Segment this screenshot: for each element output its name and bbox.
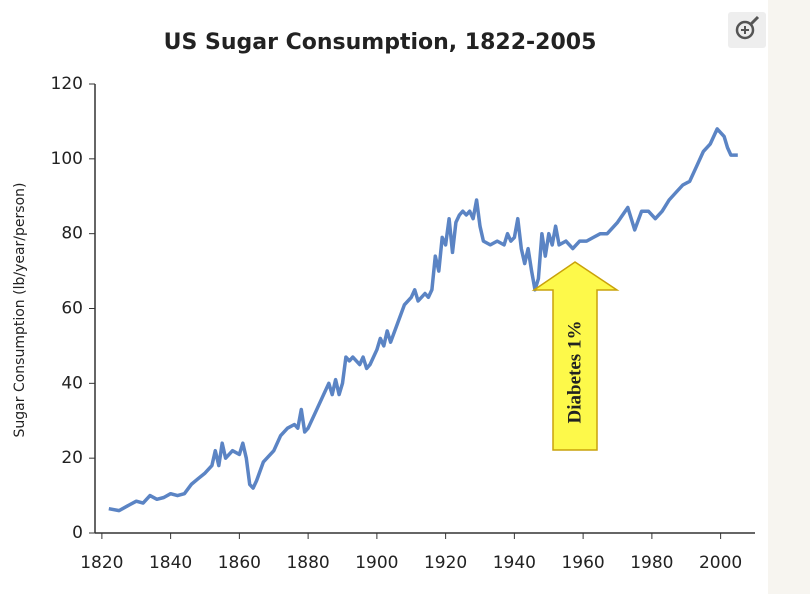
chart-title: US Sugar Consumption, 1822-2005 <box>164 30 597 55</box>
x-tick-label: 1840 <box>149 553 192 573</box>
x-tick-label: 1980 <box>630 553 673 573</box>
x-tick-label: 2000 <box>699 553 742 573</box>
y-axis-label: Sugar Consumption (lb/year/person) <box>12 183 28 438</box>
data-line <box>108 127 738 513</box>
x-tick-label: 1860 <box>218 553 261 573</box>
x-tick-label: 1820 <box>80 553 123 573</box>
y-tick-label: 0 <box>72 523 83 543</box>
x-tick-label: 1920 <box>424 553 467 573</box>
y-tick-label: 120 <box>51 74 83 94</box>
annotation-arrow <box>531 261 620 451</box>
y-tick-label: 40 <box>61 373 83 393</box>
y-tick-label: 60 <box>61 299 83 319</box>
y-tick-label: 100 <box>51 149 83 169</box>
x-tick-label: 1880 <box>286 553 329 573</box>
x-tick-label: 1960 <box>561 553 604 573</box>
x-tick-label: 1940 <box>493 553 536 573</box>
annotation-text: Diabetes 1% <box>564 321 585 424</box>
x-tick-label: 1900 <box>355 553 398 573</box>
zoom-icon[interactable] <box>728 12 766 48</box>
y-tick-label: 80 <box>61 224 83 244</box>
side-strip <box>768 0 810 594</box>
y-tick-label: 20 <box>61 448 83 468</box>
